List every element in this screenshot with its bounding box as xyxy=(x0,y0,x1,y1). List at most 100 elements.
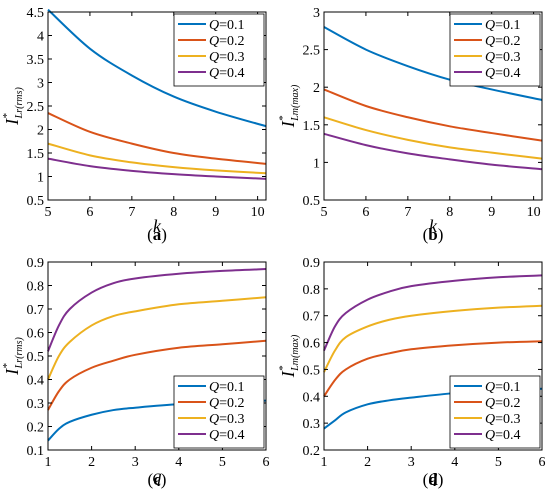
x-tick-label: 1 xyxy=(45,455,52,470)
chart-panel-3: 1 2 3 4 5 6 0.1 0.2 0.3 0.4 0.5 0.6 0.7 0.8 0.9 q I*Lr(r… xyxy=(1,256,270,489)
y-axis-label-sup: * xyxy=(1,113,13,119)
x-tick-label: 3 xyxy=(408,455,415,470)
y-axis-label-main: I xyxy=(278,120,298,128)
y-axis-label-sub: Lr(rms) xyxy=(14,337,25,370)
legend-label-val: =0.1 xyxy=(495,18,520,33)
x-tick-label: 5 xyxy=(321,205,328,220)
series-line-3 xyxy=(323,304,543,373)
legend-label-var: Q xyxy=(209,50,219,65)
x-tick-label: 3 xyxy=(132,455,139,470)
legend-label-val: =0.1 xyxy=(219,380,244,395)
panel-label-open: ( xyxy=(423,470,429,489)
y-tick-label: 0.8 xyxy=(27,280,45,295)
y-tick-label: 2 xyxy=(313,81,320,96)
x-tick-label: 6 xyxy=(86,205,93,220)
y-axis-label: I*Lm(max) xyxy=(277,334,301,378)
x-tick-label: 5 xyxy=(219,455,226,470)
panel-label-open: ( xyxy=(148,470,154,489)
legend-box xyxy=(449,13,541,87)
x-axis-label: q xyxy=(429,466,438,486)
legend-label-var: Q xyxy=(485,34,495,49)
x-tick-label: 6 xyxy=(362,205,369,220)
panel-label: (a) xyxy=(147,225,167,244)
y-tick-label: 0.2 xyxy=(303,444,321,459)
x-tick-label: 10 xyxy=(251,205,265,220)
chart-panel-2: 5 6 7 8 9 100.511.522.53kI*Lm(max)(b)Q=0.1Q=0… xyxy=(277,6,543,244)
legend-box xyxy=(173,13,265,87)
legend-label: Q=0.3 xyxy=(209,412,245,427)
x-tick-label: 5 xyxy=(45,205,52,220)
panel-label-letter: a xyxy=(153,225,162,244)
y-axis-label-sub: Lm(max) xyxy=(290,334,301,372)
series-line-2 xyxy=(323,340,543,397)
y-tick-label: 0.3 xyxy=(27,397,45,412)
legend-label-var: Q xyxy=(209,428,219,443)
y-tick-label: 0.6 xyxy=(27,327,45,342)
y-tick-label: 0.9 xyxy=(303,256,321,271)
legend-label-var: Q xyxy=(485,18,495,33)
legend-label: Q=0.3 xyxy=(485,412,521,427)
y-tick-label: 0.4 xyxy=(303,390,321,405)
legend-label-val: =0.2 xyxy=(495,396,520,411)
panel-label-open: ( xyxy=(147,225,153,244)
legend-label-val: =0.3 xyxy=(219,50,244,65)
legend-label-var: Q xyxy=(485,380,495,395)
legend-box xyxy=(173,375,265,449)
x-tick-label: 4 xyxy=(175,455,182,470)
y-tick-label: 0.9 xyxy=(27,256,45,271)
y-axis-label-main: I xyxy=(2,118,22,126)
legend-label-var: Q xyxy=(209,18,219,33)
series-line-4 xyxy=(323,274,543,352)
panel-label: (b) xyxy=(423,225,444,244)
series-line-3 xyxy=(323,116,543,160)
y-axis-label-main: I xyxy=(2,368,22,376)
y-tick-label: 0.7 xyxy=(27,303,45,318)
y-axis-label-sub: Lm(max) xyxy=(290,84,301,122)
y-tick-label: 0.5 xyxy=(27,350,45,365)
y-tick-label: 0.7 xyxy=(303,310,321,325)
y-axis-label-sup: * xyxy=(277,115,289,121)
y-tick-label: 4.5 xyxy=(27,6,45,21)
legend-label-val: =0.2 xyxy=(495,34,520,49)
legend-label-var: Q xyxy=(485,412,495,427)
y-tick-label: 1 xyxy=(37,171,44,186)
y-tick-label: 1.5 xyxy=(303,119,321,134)
y-axis-label: I*Lr(rms) xyxy=(1,87,25,126)
legend-label: Q=0.3 xyxy=(485,50,521,65)
legend-label-var: Q xyxy=(485,396,495,411)
legend-label-val: =0.3 xyxy=(495,412,520,427)
x-tick-label: 7 xyxy=(404,205,411,220)
series-line-2 xyxy=(47,339,267,411)
x-axis-label: q xyxy=(153,466,162,486)
legend-label-var: Q xyxy=(485,428,495,443)
series-line-4 xyxy=(47,268,267,352)
legend-label-val: =0.2 xyxy=(219,396,244,411)
y-axis-label-sub: Lr(rms) xyxy=(14,87,25,120)
legend-label-var: Q xyxy=(209,396,219,411)
panel-label: (c) xyxy=(148,470,167,489)
legend-label-val: =0.3 xyxy=(219,412,244,427)
series-line-3 xyxy=(47,296,267,380)
y-tick-label: 0.5 xyxy=(303,363,321,378)
x-tick-label: 2 xyxy=(88,455,95,470)
legend-label-var: Q xyxy=(209,34,219,49)
panel-label-close: ) xyxy=(438,225,444,244)
chart-panel-4: 1 2 3 4 5 6 0.2 0.3 0.4 0.5 0.6 0.7 0.8 0.9 q I*Lm(max)… xyxy=(277,256,546,489)
legend-label-var: Q xyxy=(209,66,219,81)
x-tick-label: 6 xyxy=(539,455,546,470)
legend-label-val: =0.4 xyxy=(495,66,520,81)
legend-label: Q=0.1 xyxy=(209,18,245,33)
y-axis-label-sup: * xyxy=(1,363,13,369)
x-tick-label: 9 xyxy=(488,205,495,220)
y-tick-label: 2.5 xyxy=(27,100,45,115)
panel-label-close: ) xyxy=(161,225,167,244)
panel-label-open: ( xyxy=(423,225,429,244)
y-tick-label: 3.5 xyxy=(27,53,45,68)
y-axis-label: I*Lr(rms) xyxy=(1,337,25,376)
panel-label-letter: c xyxy=(153,470,161,489)
y-tick-label: 0.1 xyxy=(27,444,45,459)
legend-label: Q=0.1 xyxy=(485,18,521,33)
y-axis-label-main: I xyxy=(278,370,298,378)
x-tick-label: 9 xyxy=(212,205,219,220)
